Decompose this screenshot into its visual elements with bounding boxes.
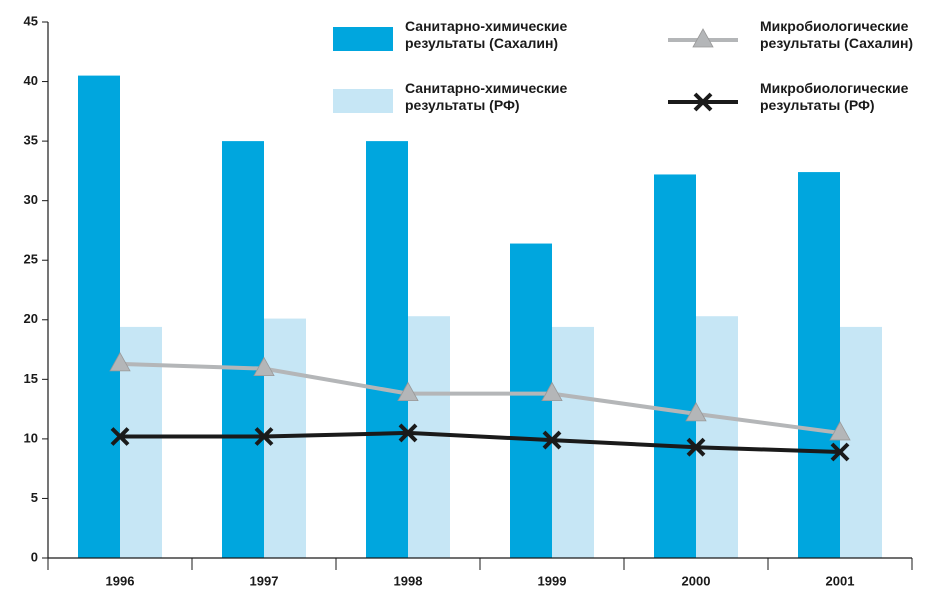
point-marker: [685, 402, 707, 422]
series-line: [119, 361, 841, 435]
point-marker: [398, 423, 418, 443]
x-tick-label: 2001: [826, 573, 855, 588]
x-tick-label: 1998: [394, 573, 423, 588]
point-marker: [253, 356, 275, 377]
legend-swatch: [333, 27, 393, 51]
y-tick-label: 20: [24, 311, 38, 326]
bar: [408, 316, 450, 558]
x-tick-label: 1996: [106, 573, 135, 588]
point-marker: [542, 430, 562, 450]
bar: [78, 75, 120, 558]
point-marker: [830, 442, 850, 462]
point-marker: [693, 92, 713, 112]
point-marker: [829, 421, 851, 441]
point-marker: [254, 427, 274, 446]
bar: [840, 326, 882, 558]
legend-label: Микробиологические результаты (РФ): [760, 80, 909, 113]
bar: [654, 174, 696, 558]
bar: [366, 141, 408, 558]
x-tick-label: 2000: [682, 573, 711, 588]
bar: [798, 172, 840, 558]
y-tick-label: 0: [31, 549, 38, 564]
y-tick-label: 5: [31, 490, 38, 505]
y-tick-label: 30: [24, 192, 38, 207]
bar: [222, 141, 264, 558]
point-marker: [397, 381, 419, 402]
legend-swatch: [333, 89, 393, 113]
y-tick-label: 15: [24, 371, 38, 386]
legend-label: Санитарно-химические результаты (РФ): [405, 80, 568, 113]
point-marker: [692, 28, 714, 48]
point-marker: [541, 381, 563, 402]
point-marker: [686, 437, 706, 457]
legend-label: Санитарно-химические результаты (Сахалин…: [405, 18, 568, 51]
series-line: [120, 430, 841, 454]
y-tick-label: 10: [24, 430, 38, 445]
point-marker: [109, 352, 131, 372]
x-tick-label: 1999: [538, 573, 567, 588]
y-tick-label: 45: [24, 13, 38, 28]
y-tick-label: 25: [24, 252, 38, 267]
legend-label: Микробиологические результаты (Сахалин): [760, 18, 914, 51]
point-marker: [110, 427, 130, 446]
bar: [696, 316, 738, 558]
x-tick-label: 1997: [250, 573, 279, 588]
y-tick-label: 40: [24, 73, 38, 88]
y-tick-label: 35: [24, 133, 38, 148]
